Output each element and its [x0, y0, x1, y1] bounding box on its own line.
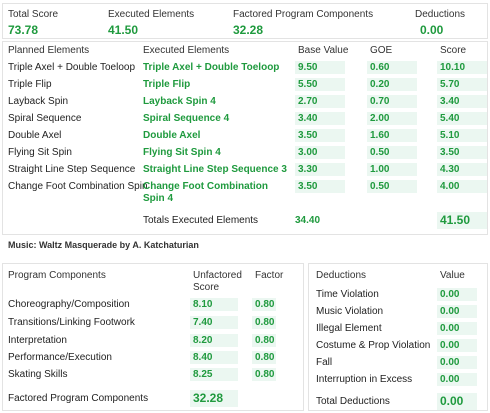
total-score-value: 73.78 — [8, 23, 39, 37]
deduction-value: 0.00 — [437, 322, 477, 335]
deduction-value-header: Value — [440, 270, 465, 281]
base-value: 9.50 — [295, 61, 345, 74]
deductions-panel — [308, 263, 488, 411]
deduction-name: Fall — [316, 357, 333, 368]
element-score: 3.50 — [437, 146, 487, 159]
totals-base-value: 34.40 — [295, 215, 321, 226]
executed-elements-value: 41.50 — [108, 23, 139, 37]
component-name: Choreography/Composition — [8, 299, 130, 310]
component-name: Performance/Execution — [8, 352, 112, 363]
total-deductions-label: Total Deductions — [316, 396, 390, 407]
executed-element: Layback Spin 4 — [143, 96, 216, 107]
unfactored-score-header-line2: Score — [193, 282, 220, 293]
component-factor: 0.80 — [252, 334, 276, 347]
element-score: 3.40 — [437, 95, 487, 108]
totals-executed-label: Totals Executed Elements — [143, 215, 259, 226]
music-info: Music: Waltz Masquerade by A. Katchaturi… — [8, 240, 199, 250]
elements-panel — [2, 41, 488, 235]
deduction-value: 0.00 — [437, 339, 477, 352]
planned-element: Flying Sit Spin — [8, 147, 72, 158]
goe-value: 1.60 — [367, 129, 417, 142]
component-name: Transitions/Linking Footwork — [8, 317, 135, 328]
component-score: 8.20 — [190, 334, 238, 347]
goe-value: 0.50 — [367, 146, 417, 159]
component-factor: 0.80 — [252, 298, 276, 311]
component-factor: 0.80 — [252, 368, 276, 381]
executed-element: Change Foot Combination — [143, 181, 268, 192]
deduction-value: 0.00 — [437, 373, 477, 386]
goe-value: 0.70 — [367, 95, 417, 108]
planned-element: Double Axel — [8, 130, 62, 141]
deduction-value: 0.00 — [437, 356, 477, 369]
executed-element: Spiral Sequence 4 — [143, 113, 230, 124]
component-factor: 0.80 — [252, 351, 276, 364]
factored-components-label: Factored Program Components — [233, 9, 374, 20]
goe-value: 1.00 — [367, 163, 417, 176]
planned-element: Straight Line Step Sequence — [8, 164, 136, 175]
executed-elements-label: Executed Elements — [108, 9, 195, 20]
factor-header: Factor — [255, 270, 284, 281]
executed-element: Triple Flip — [143, 79, 191, 90]
unfactored-score-header: Unfactored — [193, 270, 242, 281]
deduction-name: Illegal Element — [316, 323, 382, 334]
base-value: 3.50 — [295, 180, 345, 193]
base-value: 3.50 — [295, 129, 345, 142]
planned-element: Change Foot Combination Spin — [8, 181, 148, 192]
planned-element: Layback Spin — [8, 96, 69, 107]
goe-value: 0.20 — [367, 78, 417, 91]
planned-element: Triple Flip — [8, 79, 52, 90]
factored-components-total: 32.28 — [190, 390, 238, 407]
deductions-header: Deductions — [316, 270, 367, 281]
executed-element: Double Axel — [143, 130, 201, 141]
deduction-value: 0.00 — [437, 305, 477, 318]
element-score: 5.70 — [437, 78, 487, 91]
deduction-name: Costume & Prop Violation — [316, 340, 431, 351]
deductions-label: Deductions — [415, 9, 466, 20]
executed-element: Straight Line Step Sequence 3 — [143, 164, 287, 175]
component-factor: 0.80 — [252, 316, 276, 329]
summary-bar — [2, 3, 488, 39]
components-panel — [2, 263, 304, 411]
planned-element: Triple Axel + Double Toeloop — [8, 62, 136, 73]
executed-element: Triple Axel + Double Toeloop — [143, 62, 280, 73]
base-value: 2.70 — [295, 95, 345, 108]
deductions-value: 0.00 — [420, 23, 444, 37]
base-value: 3.30 — [295, 163, 345, 176]
totals-score: 41.50 — [437, 212, 487, 229]
total-deductions-value: 0.00 — [437, 393, 477, 410]
element-score: 10.10 — [437, 61, 487, 74]
element-score: 5.40 — [437, 112, 487, 125]
executed-elements-header: Executed Elements — [143, 45, 230, 56]
element-score: 4.00 — [437, 180, 487, 193]
factored-components-value: 32.28 — [233, 23, 264, 37]
component-score: 8.10 — [190, 298, 238, 311]
component-score: 8.40 — [190, 351, 238, 364]
component-score: 7.40 — [190, 316, 238, 329]
deduction-value: 0.00 — [437, 288, 477, 301]
component-score: 8.25 — [190, 368, 238, 381]
deduction-name: Time Violation — [316, 289, 379, 300]
executed-element: Flying Sit Spin 4 — [143, 147, 221, 158]
program-components-header: Program Components — [8, 270, 106, 281]
component-name: Skating Skills — [8, 369, 68, 380]
score-header: Score — [440, 45, 467, 56]
element-score: 4.30 — [437, 163, 487, 176]
base-value: 3.40 — [295, 112, 345, 125]
factored-components-total-label: Factored Program Components — [8, 393, 149, 404]
goe-value: 2.00 — [367, 112, 417, 125]
planned-elements-header: Planned Elements — [8, 45, 90, 56]
base-value: 3.00 — [295, 146, 345, 159]
component-name: Interpretation — [8, 335, 67, 346]
goe-value: 0.60 — [367, 61, 417, 74]
goe-value: 0.50 — [367, 180, 417, 193]
base-value-header: Base Value — [298, 45, 349, 56]
planned-element: Spiral Sequence — [8, 113, 82, 124]
base-value: 5.50 — [295, 78, 345, 91]
goe-header: GOE — [370, 45, 393, 56]
executed-element-continued: Spin 4 — [143, 193, 174, 204]
element-score: 5.10 — [437, 129, 487, 142]
deduction-name: Music Violation — [316, 306, 384, 317]
total-score-label: Total Score — [8, 9, 59, 20]
deduction-name: Interruption in Excess — [316, 374, 413, 385]
